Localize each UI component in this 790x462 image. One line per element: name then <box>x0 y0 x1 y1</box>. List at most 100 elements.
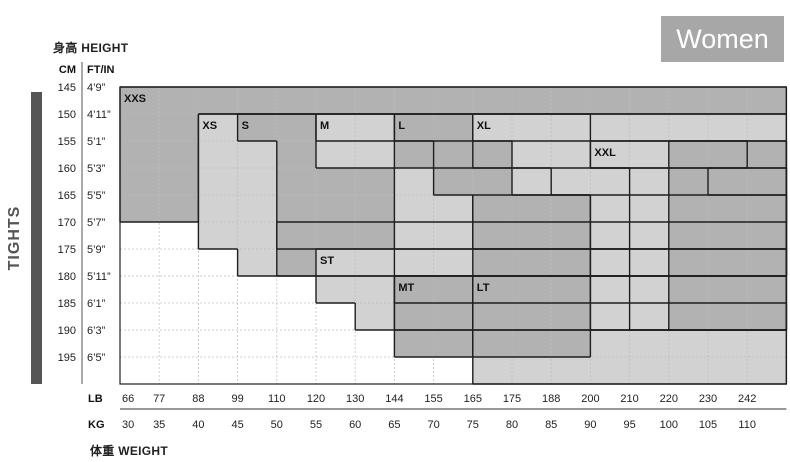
height-ftin-tick: 6’5” <box>87 352 106 364</box>
cell-st <box>355 249 395 277</box>
cell-region-1 <box>708 276 748 304</box>
cell-xxs <box>316 87 356 115</box>
cell-region-1 <box>747 222 787 250</box>
height-ftin-tick: 5’7” <box>87 217 106 229</box>
height-cm-tick: 180 <box>58 271 76 283</box>
cell-xxs <box>512 87 552 115</box>
height-ftin-tick: 5’11” <box>87 271 111 283</box>
height-cm-tick: 175 <box>58 244 76 256</box>
cell-xl <box>590 168 630 196</box>
cell-m <box>433 195 474 223</box>
cell-region-1 <box>551 195 591 223</box>
cell-l <box>433 114 474 142</box>
cell-xs <box>198 195 238 223</box>
size-label-l: L <box>398 120 405 132</box>
height-ftin-tick: 6’1” <box>87 298 106 310</box>
weight-lb-tick: 120 <box>307 393 325 405</box>
cell-xs <box>237 249 278 277</box>
cell-xl <box>551 141 591 169</box>
cell-xxl <box>629 141 670 169</box>
cell-xl <box>590 222 630 250</box>
height-cm-tick: 190 <box>58 325 76 337</box>
cell-xl <box>551 114 591 142</box>
cell-xxs <box>276 87 317 115</box>
cell-xs <box>237 195 278 223</box>
cell-s <box>316 222 356 250</box>
height-ftin-tick: 4’9” <box>87 82 106 94</box>
cell-m <box>394 168 434 196</box>
cell-region-1 <box>512 249 552 277</box>
size-label-lt: LT <box>477 282 490 294</box>
cell-s <box>355 222 395 250</box>
weight-kg-tick: 60 <box>349 419 361 431</box>
cell-st <box>394 249 434 277</box>
cell-region-1 <box>551 249 591 277</box>
cell-mt <box>433 276 474 304</box>
cell-st <box>355 276 395 304</box>
height-title: 身高 HEIGHT <box>53 41 129 55</box>
cell-region-1 <box>668 141 709 169</box>
cell-s <box>316 168 356 196</box>
cell-xxl <box>629 303 670 331</box>
weight-kg-tick: 50 <box>271 419 283 431</box>
height-ftin-tick: 5’9” <box>87 244 106 256</box>
cell-s <box>472 141 513 169</box>
cell-l <box>472 168 513 196</box>
cell-xxl <box>629 222 670 250</box>
weight-lb-tick: 175 <box>503 393 521 405</box>
weight-lb-tick: 200 <box>581 393 599 405</box>
cell-s <box>276 114 317 142</box>
cell-xl <box>590 195 630 223</box>
cell-region-1 <box>668 168 709 196</box>
cell-region-1 <box>668 195 709 223</box>
cell-mt <box>394 276 434 304</box>
cell-xxs <box>433 87 474 115</box>
cell-lt <box>551 357 591 385</box>
cell-xxs <box>159 114 199 142</box>
cell-xxs <box>120 87 160 115</box>
weight-kg-tick: 30 <box>122 419 134 431</box>
cell-m <box>316 114 356 142</box>
cell-region-1 <box>551 330 591 358</box>
weight-lb-tick: 88 <box>192 393 204 405</box>
height-ftin-tick: 4’11” <box>87 109 111 121</box>
cell-region-1 <box>472 330 513 358</box>
cell-xxs <box>355 87 395 115</box>
cell-xxs <box>120 195 160 223</box>
cell-st <box>316 249 356 277</box>
cell-region-1 <box>512 222 552 250</box>
cell-l <box>394 141 434 169</box>
cell-m <box>512 168 552 196</box>
cell-xxs <box>590 87 630 115</box>
height-cm-tick: 170 <box>58 217 76 229</box>
cell-s <box>237 114 278 142</box>
height-ftin-tick: 6’3” <box>87 325 106 337</box>
weight-kg-tick: 90 <box>584 419 596 431</box>
chart-frame <box>119 86 788 385</box>
height-ftin-tick: 5’1” <box>87 136 106 148</box>
cell-xs <box>237 168 278 196</box>
cell-xl <box>472 114 513 142</box>
cell-mt <box>433 330 474 358</box>
cell-s <box>355 168 395 196</box>
cell-region-1 <box>747 168 787 196</box>
cell-region-1 <box>747 276 787 304</box>
cell-xxs <box>629 87 670 115</box>
cell-region-1 <box>747 249 787 277</box>
weight-lb-tick: 242 <box>738 393 756 405</box>
cell-s <box>355 195 395 223</box>
tights-side-bar <box>31 92 42 384</box>
cell-xxl <box>590 141 630 169</box>
cell-xxs <box>668 87 709 115</box>
cell-lt <box>708 357 748 385</box>
weight-title: 体重 WEIGHT <box>90 444 169 458</box>
weight-lb-tick: 130 <box>346 393 364 405</box>
cell-region-1 <box>551 276 591 304</box>
weight-kg-tick: 75 <box>467 419 479 431</box>
size-label-s: S <box>242 120 249 132</box>
cell-region-1 <box>708 195 748 223</box>
cell-lt <box>747 330 787 358</box>
size-label-xs: XS <box>202 120 217 132</box>
cell-xxs <box>472 87 513 115</box>
